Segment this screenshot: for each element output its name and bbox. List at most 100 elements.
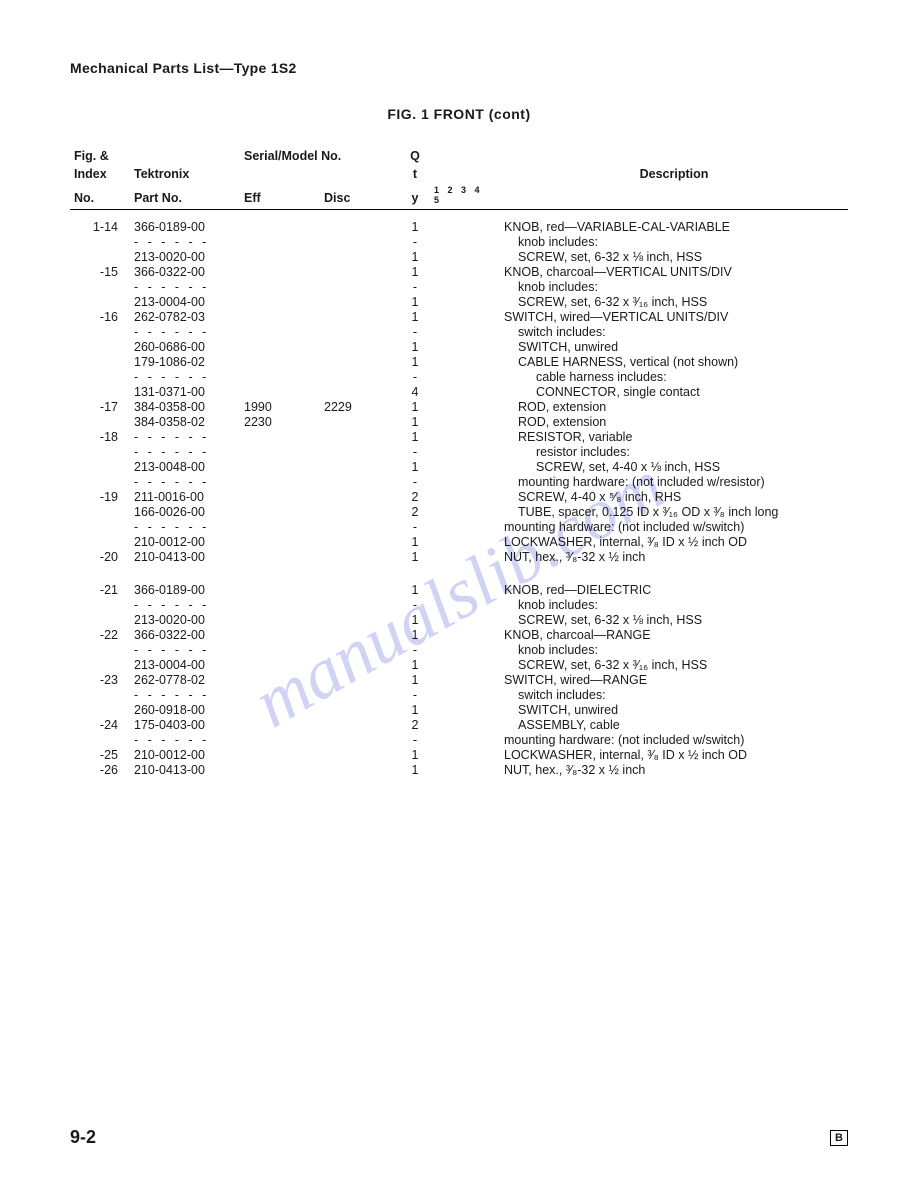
cell-disc <box>320 415 400 430</box>
cell-qty: 1 <box>400 310 430 325</box>
cell-qty: 1 <box>400 210 430 235</box>
cell-index: -22 <box>70 628 130 643</box>
cell-steps <box>430 718 500 733</box>
table-row: - - - - - --switch includes: <box>70 688 848 703</box>
cell-index <box>70 325 130 340</box>
cell-description: TUBE, spacer, 0.125 ID x ³⁄₁₆ OD x ³⁄₈ i… <box>500 505 848 520</box>
cell-description: NUT, hex., ³⁄₈-32 x ½ inch <box>500 550 848 565</box>
cell-steps <box>430 763 500 778</box>
cell-part: 384-0358-02 <box>130 415 240 430</box>
table-row: - - - - - --resistor includes: <box>70 445 848 460</box>
col-steps-header-2: 1 2 3 4 5 <box>430 183 500 210</box>
cell-description: SWITCH, wired—RANGE <box>500 673 848 688</box>
cell-part: 366-0189-00 <box>130 210 240 235</box>
cell-description: ROD, extension <box>500 415 848 430</box>
cell-description: SCREW, set, 6-32 x ⅛ inch, HSS <box>500 613 848 628</box>
cell-description: ROD, extension <box>500 400 848 415</box>
table-row: 213-0048-001SCREW, set, 4-40 x ⅛ inch, H… <box>70 460 848 475</box>
cell-disc <box>320 370 400 385</box>
cell-qty: 1 <box>400 415 430 430</box>
table-row: - - - - - --mounting hardware: (not incl… <box>70 475 848 490</box>
cell-eff <box>240 673 320 688</box>
cell-steps <box>430 598 500 613</box>
cell-description: LOCKWASHER, internal, ³⁄₈ ID x ½ inch OD <box>500 748 848 763</box>
cell-eff <box>240 325 320 340</box>
cell-disc <box>320 718 400 733</box>
cell-part: 131-0371-00 <box>130 385 240 400</box>
cell-qty: 2 <box>400 490 430 505</box>
cell-index: -23 <box>70 673 130 688</box>
cell-disc <box>320 628 400 643</box>
cell-qty: 1 <box>400 535 430 550</box>
cell-steps <box>430 733 500 748</box>
cell-index: -19 <box>70 490 130 505</box>
cell-steps <box>430 370 500 385</box>
cell-index <box>70 643 130 658</box>
cell-qty: 1 <box>400 295 430 310</box>
cell-disc <box>320 703 400 718</box>
cell-part: 166-0026-00 <box>130 505 240 520</box>
cell-part: - - - - - - <box>130 643 240 658</box>
cell-steps <box>430 400 500 415</box>
cell-qty: 1 <box>400 703 430 718</box>
cell-part: 210-0413-00 <box>130 550 240 565</box>
cell-part: 213-0048-00 <box>130 460 240 475</box>
cell-disc <box>320 445 400 460</box>
cell-qty: - <box>400 643 430 658</box>
cell-index: -26 <box>70 763 130 778</box>
cell-description: KNOB, red—VARIABLE-CAL-VARIABLE <box>500 210 848 235</box>
cell-part: 366-0322-00 <box>130 265 240 280</box>
cell-index <box>70 370 130 385</box>
cell-part: 213-0020-00 <box>130 613 240 628</box>
cell-steps <box>430 505 500 520</box>
cell-steps <box>430 445 500 460</box>
cell-qty: - <box>400 280 430 295</box>
cell-steps <box>430 325 500 340</box>
cell-eff <box>240 535 320 550</box>
cell-disc <box>320 763 400 778</box>
col-qty-header-1: Q <box>400 147 430 165</box>
cell-qty: - <box>400 688 430 703</box>
cell-qty: - <box>400 235 430 250</box>
cell-description: SWITCH, wired—VERTICAL UNITS/DIV <box>500 310 848 325</box>
table-row: 213-0020-001SCREW, set, 6-32 x ⅛ inch, H… <box>70 250 848 265</box>
cell-part: - - - - - - <box>130 280 240 295</box>
table-row: 260-0686-001SWITCH, unwired <box>70 340 848 355</box>
cell-qty: - <box>400 325 430 340</box>
cell-index <box>70 613 130 628</box>
cell-disc <box>320 583 400 598</box>
cell-steps <box>430 280 500 295</box>
cell-qty: - <box>400 733 430 748</box>
cell-index <box>70 475 130 490</box>
cell-description: SWITCH, unwired <box>500 703 848 718</box>
cell-index: -24 <box>70 718 130 733</box>
cell-qty: 1 <box>400 340 430 355</box>
cell-index <box>70 355 130 370</box>
table-row: - - - - - --switch includes: <box>70 325 848 340</box>
table-row <box>70 565 848 583</box>
revision-box: B <box>830 1130 848 1146</box>
cell-part: - - - - - - <box>130 235 240 250</box>
col-eff-header <box>240 165 320 183</box>
cell-eff <box>240 355 320 370</box>
cell-disc <box>320 250 400 265</box>
cell-eff <box>240 550 320 565</box>
cell-steps <box>430 688 500 703</box>
cell-disc <box>320 325 400 340</box>
parts-table-wrap: Fig. & Serial/Model No. Q Description In… <box>70 147 848 778</box>
table-row: 179-1086-021CABLE HARNESS, vertical (not… <box>70 355 848 370</box>
cell-steps <box>430 703 500 718</box>
table-row: 1-14366-0189-001KNOB, red—VARIABLE-CAL-V… <box>70 210 848 235</box>
cell-eff <box>240 598 320 613</box>
cell-qty: 1 <box>400 400 430 415</box>
cell-qty: - <box>400 475 430 490</box>
cell-qty: 2 <box>400 505 430 520</box>
table-row: -17384-0358-00199022291ROD, extension <box>70 400 848 415</box>
col-disc-header-2: Disc <box>320 183 400 210</box>
cell-disc <box>320 748 400 763</box>
cell-description: switch includes: <box>500 688 848 703</box>
cell-steps <box>430 643 500 658</box>
cell-description: LOCKWASHER, internal, ³⁄₈ ID x ½ inch OD <box>500 535 848 550</box>
page-number: 9-2 <box>70 1127 96 1148</box>
cell-disc <box>320 210 400 235</box>
